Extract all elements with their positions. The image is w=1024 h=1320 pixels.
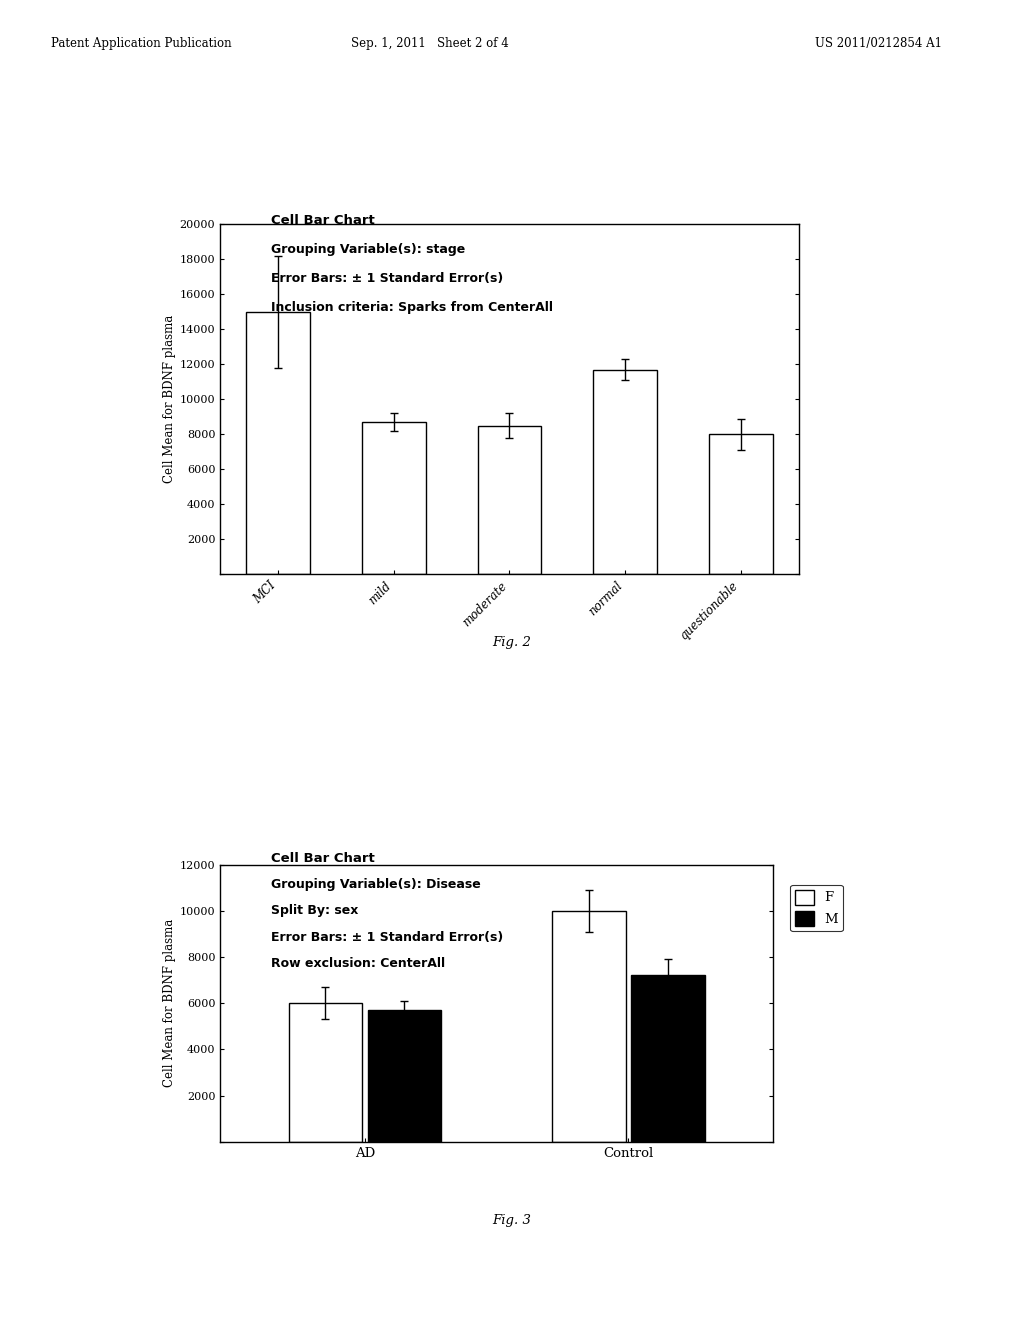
Bar <box>477 425 542 574</box>
Text: Split By: sex: Split By: sex <box>271 904 358 917</box>
Text: Cell Bar Chart: Cell Bar Chart <box>271 851 375 865</box>
Text: Patent Application Publication: Patent Application Publication <box>51 37 231 50</box>
Text: Grouping Variable(s): Disease: Grouping Variable(s): Disease <box>271 878 481 891</box>
Bar <box>246 312 310 574</box>
Bar <box>631 975 705 1142</box>
Y-axis label: Cell Mean for BDNF plasma: Cell Mean for BDNF plasma <box>163 315 175 483</box>
Text: Sep. 1, 2011   Sheet 2 of 4: Sep. 1, 2011 Sheet 2 of 4 <box>351 37 509 50</box>
Text: Error Bars: ± 1 Standard Error(s): Error Bars: ± 1 Standard Error(s) <box>271 931 504 944</box>
Bar <box>361 422 426 574</box>
Bar <box>368 1010 441 1142</box>
Text: Fig. 3: Fig. 3 <box>493 1214 531 1228</box>
Bar <box>709 434 773 574</box>
Text: Inclusion criteria: Sparks from CenterAll: Inclusion criteria: Sparks from CenterAl… <box>271 301 553 314</box>
Text: Grouping Variable(s): stage: Grouping Variable(s): stage <box>271 243 466 256</box>
Text: Cell Bar Chart: Cell Bar Chart <box>271 214 375 227</box>
Text: Error Bars: ± 1 Standard Error(s): Error Bars: ± 1 Standard Error(s) <box>271 272 504 285</box>
Bar <box>552 911 626 1142</box>
Bar <box>593 370 657 574</box>
Y-axis label: Cell Mean for BDNF plasma: Cell Mean for BDNF plasma <box>163 919 175 1088</box>
Text: Row exclusion: CenterAll: Row exclusion: CenterAll <box>271 957 445 970</box>
Text: US 2011/0212854 A1: US 2011/0212854 A1 <box>815 37 942 50</box>
Legend: F, M: F, M <box>791 884 843 932</box>
Bar <box>289 1003 362 1142</box>
Text: Fig. 2: Fig. 2 <box>493 636 531 649</box>
